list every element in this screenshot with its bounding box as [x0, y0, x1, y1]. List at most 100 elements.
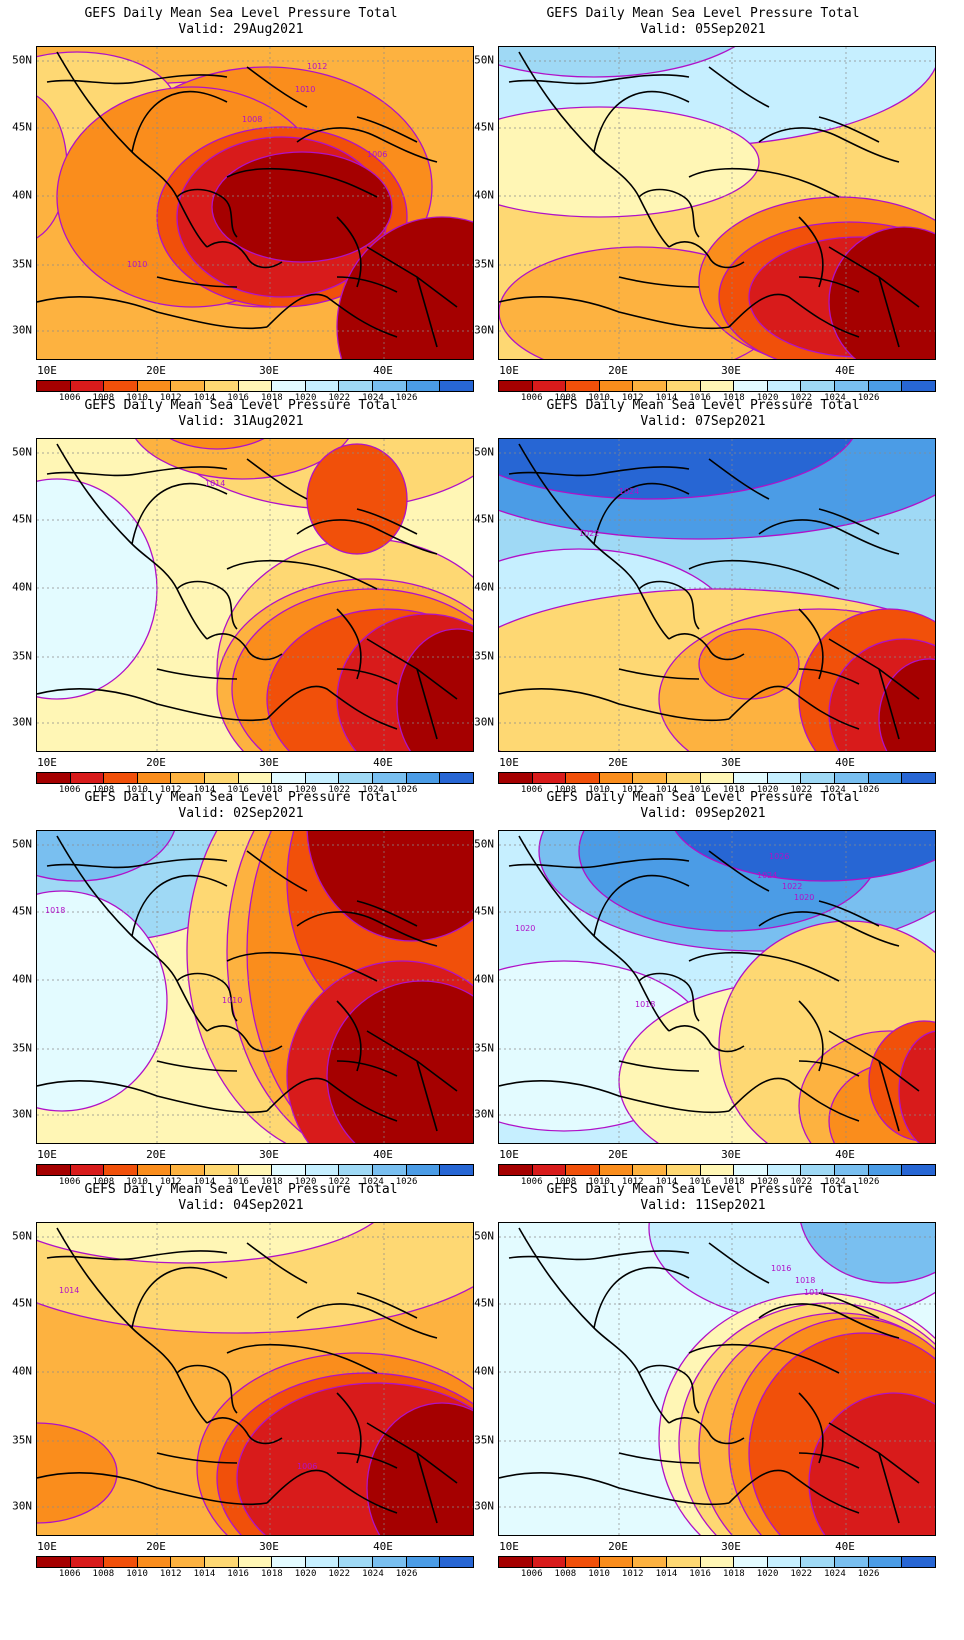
coastline-border — [131, 90, 228, 153]
colorbar-swatch — [566, 1557, 600, 1567]
coastline-border — [518, 443, 670, 640]
colorbar-swatch — [305, 1165, 340, 1175]
latitude-label: 30N — [12, 323, 32, 337]
coastline-border — [818, 116, 880, 143]
latitude-label: 35N — [12, 1433, 32, 1447]
pressure-contour-region — [499, 106, 760, 218]
colorbar-label: 1026 — [395, 1569, 418, 1579]
colorbar-swatch — [902, 1165, 935, 1175]
latitude-label: 45N — [474, 1296, 494, 1310]
longitude-label: 10E — [37, 1540, 57, 1553]
colorbar-swatch — [373, 1557, 407, 1567]
coastline-border — [246, 850, 308, 892]
colorbar-swatch — [633, 773, 668, 783]
coastline-border — [758, 911, 900, 947]
coastline-border — [296, 911, 438, 947]
longitude-label: 40E — [373, 364, 393, 377]
coastline-border — [758, 127, 900, 163]
map-frame: 1016 1018 1014 — [498, 1222, 936, 1536]
colorbar-swatch — [238, 1557, 273, 1567]
coastline-border — [688, 559, 840, 590]
coastline-border — [708, 458, 770, 500]
colorbar-label: 1016 — [227, 393, 249, 403]
colorbar-label: 1018 — [723, 785, 745, 795]
colorbar-swatch — [37, 773, 71, 783]
colorbar-swatch — [137, 381, 172, 391]
colorbar-swatch — [566, 1165, 600, 1175]
colorbar-label: 1026 — [857, 393, 880, 403]
colorbar-label: 1012 — [159, 785, 182, 795]
latitude-label: 30N — [474, 1499, 494, 1513]
colorbar-label: 1006 — [520, 785, 543, 795]
pressure-contour-region — [211, 151, 393, 263]
pressure-map: 1016 1018 1014 — [499, 1223, 935, 1535]
map-panel-1: GEFS Daily Mean Sea Level Pressure Total… — [0, 0, 482, 410]
coastline-border — [131, 482, 228, 545]
coastline-border — [226, 1343, 378, 1374]
colorbar-swatch — [801, 1557, 836, 1567]
colorbar-labels: 1006 1008 1010 1012 1014 1016 1018 1020 1022 1024… — [498, 393, 936, 407]
colorbar-label: 1008 — [554, 1569, 577, 1579]
colorbar-labels: 1006 1008 1010 1012 1014 1016 1018 1020 1022 1024… — [36, 393, 474, 407]
colorbar-swatch — [532, 1165, 567, 1175]
contour-label: 1010 — [127, 260, 147, 269]
coastline-border — [878, 276, 900, 348]
coastline-border — [266, 293, 398, 338]
coastline-border — [593, 1266, 690, 1329]
coastline-border — [356, 116, 418, 143]
longitude-label: 10E — [37, 756, 57, 769]
pressure-contour-region — [698, 628, 800, 700]
coastline-border — [246, 1242, 308, 1284]
coastline-border — [508, 858, 690, 869]
colorbar-swatch — [835, 1165, 869, 1175]
coastline-border — [356, 508, 418, 535]
coastline-border — [668, 1417, 745, 1445]
colorbar-swatch — [272, 381, 306, 391]
colorbar-label: 1008 — [554, 393, 577, 403]
coastline-border — [226, 951, 378, 982]
coastline-border — [618, 1060, 700, 1072]
coastline-border — [878, 1060, 900, 1132]
coastline-border — [499, 1080, 730, 1114]
colorbar-labels: 1006 1008 1010 1012 1014 1016 1018 1020 1022 1024… — [498, 1569, 936, 1583]
pressure-contour-region — [800, 1223, 935, 1284]
colorbar-swatch — [104, 381, 138, 391]
latitude-label: 30N — [12, 1499, 32, 1513]
colorbar-swatch — [305, 381, 340, 391]
colorbar-label: 1014 — [655, 1569, 678, 1579]
colorbar-label: 1006 — [58, 1569, 81, 1579]
colorbar-label: 1008 — [92, 393, 115, 403]
coastline-border — [618, 1452, 700, 1464]
colorbar-swatch — [339, 1557, 374, 1567]
colorbar-label: 1022 — [790, 1569, 813, 1579]
panel-valid-date: Valid: 29Aug2021 — [178, 22, 304, 37]
colorbar-label: 1018 — [261, 785, 283, 795]
colorbar-swatch — [70, 1557, 105, 1567]
colorbar-labels: 1006 1008 1010 1012 1014 1016 1018 1020 1022 1024… — [36, 1569, 474, 1583]
colorbar-label: 1008 — [92, 1569, 115, 1579]
latitude-label: 35N — [474, 257, 494, 271]
coastline-border — [356, 900, 418, 927]
pressure-contour-region — [674, 831, 935, 882]
colorbar-label: 1010 — [126, 1177, 148, 1187]
colorbar-swatch — [305, 773, 340, 783]
colorbar-label: 1016 — [227, 1177, 249, 1187]
colorbar-label: 1012 — [159, 1569, 182, 1579]
colorbar-swatch — [532, 1557, 567, 1567]
longitude-label: 20E — [146, 1540, 166, 1553]
pressure-map — [499, 47, 935, 359]
longitude-label: 30E — [259, 1540, 279, 1553]
coastline-border — [798, 1000, 824, 1072]
coastline-border — [708, 850, 770, 892]
colorbar-labels: 1006 1008 1010 1012 1014 1016 1018 1020 1022 1024… — [36, 785, 474, 799]
coastline-border — [518, 51, 670, 248]
colorbar-label: 1014 — [193, 1177, 216, 1187]
colorbar-swatch — [566, 773, 600, 783]
coastline-border — [206, 1417, 283, 1445]
coastline-border — [356, 1292, 418, 1319]
latitude-label: 35N — [474, 1041, 494, 1055]
colorbar-swatch — [37, 1557, 71, 1567]
pressure-map: 1012 1010 1008 1006 1010 — [37, 47, 473, 359]
colorbar-swatch — [801, 1165, 836, 1175]
pressure-contour-region — [37, 890, 168, 1112]
